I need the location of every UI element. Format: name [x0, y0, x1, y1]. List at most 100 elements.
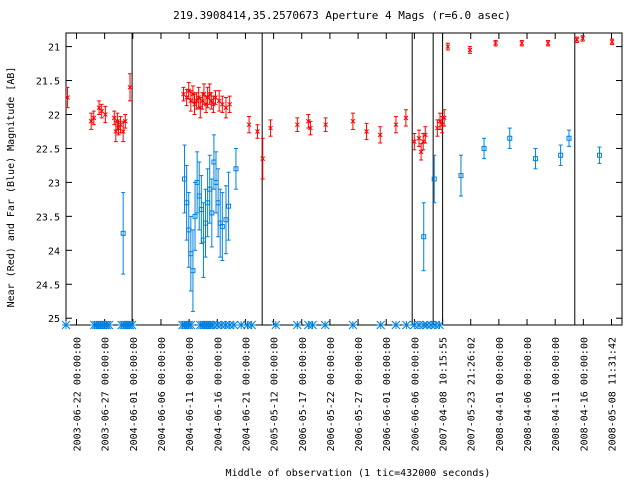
x-tick-label: 2004-06-06 00:00:00: [157, 337, 168, 451]
near-point: [445, 44, 451, 49]
near-point: [467, 47, 473, 53]
near-point: [116, 125, 121, 131]
y-tick-label: 25: [48, 314, 60, 325]
near-point: [88, 118, 94, 124]
near-point: [122, 118, 128, 124]
near-point: [422, 132, 428, 138]
near-point: [268, 125, 273, 131]
near-point: [211, 101, 216, 107]
near-point: [364, 129, 369, 134]
non-detection-marker: [186, 320, 196, 330]
near-point: [118, 122, 123, 128]
x-tick-label: 2008-04-11 00:00:00: [551, 337, 562, 451]
near-point: [416, 135, 422, 141]
x-axis-label: Middle of observation (1 tic=432000 seco…: [226, 468, 491, 479]
x-tick-label: 2008-04-16 00:00:00: [579, 337, 590, 451]
x-tick-label: 2008-04-06 00:00:00: [523, 337, 534, 451]
x-tick-label: 2006-05-22 00:00:00: [326, 337, 337, 451]
non-detection-marker: [271, 320, 281, 330]
non-detection-marker: [127, 320, 137, 330]
near-point: [113, 129, 119, 134]
near-point: [377, 132, 383, 138]
near-point: [493, 40, 498, 46]
far-point: [458, 173, 464, 179]
far-point: [190, 268, 196, 274]
far-point: [421, 234, 427, 240]
x-tick-label: 2006-06-06 00:00:00: [410, 337, 421, 451]
far-point: [566, 135, 572, 141]
far-point: [120, 230, 126, 236]
near-point: [403, 115, 409, 121]
non-detection-marker: [391, 320, 401, 330]
far-point: [192, 213, 198, 219]
near-point: [91, 115, 97, 121]
near-point: [574, 37, 580, 43]
x-tick-label: 2006-05-27 00:00:00: [354, 337, 365, 451]
near-point: [441, 115, 447, 121]
near-point: [65, 95, 70, 100]
non-detection-marker: [402, 320, 411, 330]
y-tick-label: 21.5: [36, 77, 60, 88]
near-point: [99, 108, 105, 114]
non-detection-marker: [247, 320, 257, 330]
far-point: [219, 224, 225, 230]
y-tick-label: 23.5: [36, 212, 60, 223]
near-point: [305, 118, 311, 124]
non-detection-marker: [435, 320, 444, 330]
near-point: [208, 98, 214, 104]
non-detection-marker: [212, 320, 222, 330]
near-point: [127, 84, 133, 90]
y-tick-label: 21: [48, 43, 60, 54]
non-detection-marker: [422, 320, 432, 330]
x-tick-label: 2006-05-17 00:00:00: [298, 337, 309, 451]
near-point: [246, 122, 252, 128]
x-tick-label: 2004-06-01 00:00:00: [129, 337, 140, 451]
near-point: [102, 112, 108, 117]
near-point: [223, 105, 229, 111]
non-detection-marker: [61, 320, 71, 330]
near-point: [194, 98, 199, 104]
far-point: [209, 210, 215, 216]
non-detection-marker: [308, 320, 317, 330]
x-tick-label: 2004-06-21 00:00:00: [241, 337, 252, 451]
non-detection-marker: [303, 320, 313, 330]
non-detection-marker: [320, 320, 330, 330]
near-point: [609, 39, 615, 45]
near-point: [437, 118, 443, 124]
near-point: [418, 149, 424, 155]
x-tick-label: 2007-04-08 10:15:55: [439, 337, 450, 451]
y-tick-label: 22.5: [36, 144, 60, 155]
near-point: [260, 156, 266, 161]
far-point: [223, 217, 229, 223]
non-detection-marker: [292, 320, 302, 330]
non-detection-marker: [376, 320, 386, 330]
y-tick-label: 24.5: [36, 280, 60, 291]
near-point: [227, 101, 233, 107]
near-point: [393, 122, 399, 128]
near-point: [205, 95, 210, 100]
near-point: [545, 40, 551, 46]
far-point: [431, 176, 437, 182]
non-detection-marker: [229, 320, 239, 330]
plot-area: 21 21.5 22 22.5 23 23.5 24 24.5 25 2003-06-22 00:…: [36, 32, 623, 451]
far-point: [596, 152, 602, 158]
near-point: [580, 36, 586, 41]
y-tick-label: 22: [48, 110, 60, 121]
far-point: [507, 135, 513, 141]
non-detection-marker: [430, 320, 440, 330]
near-point: [255, 129, 260, 134]
x-tick-label: 2003-06-22 00:00:00: [72, 337, 83, 451]
far-point: [532, 156, 538, 162]
near-point: [201, 91, 207, 97]
x-tick-label: 2006-06-01 00:00:00: [382, 337, 393, 451]
near-point: [96, 105, 102, 111]
far-point: [481, 145, 487, 151]
near-point: [192, 101, 197, 107]
y-axis-label: Near (Red) and Far (Blue) Magnitude [AB]: [6, 67, 17, 308]
near-point: [186, 88, 192, 94]
near-point: [350, 118, 356, 124]
chart-title: 219.3908414,35.2570673 Aperture 4 Mags (…: [173, 9, 511, 22]
near-point: [219, 101, 225, 107]
x-tick-label: 2008-04-01 00:00:00: [495, 337, 506, 451]
